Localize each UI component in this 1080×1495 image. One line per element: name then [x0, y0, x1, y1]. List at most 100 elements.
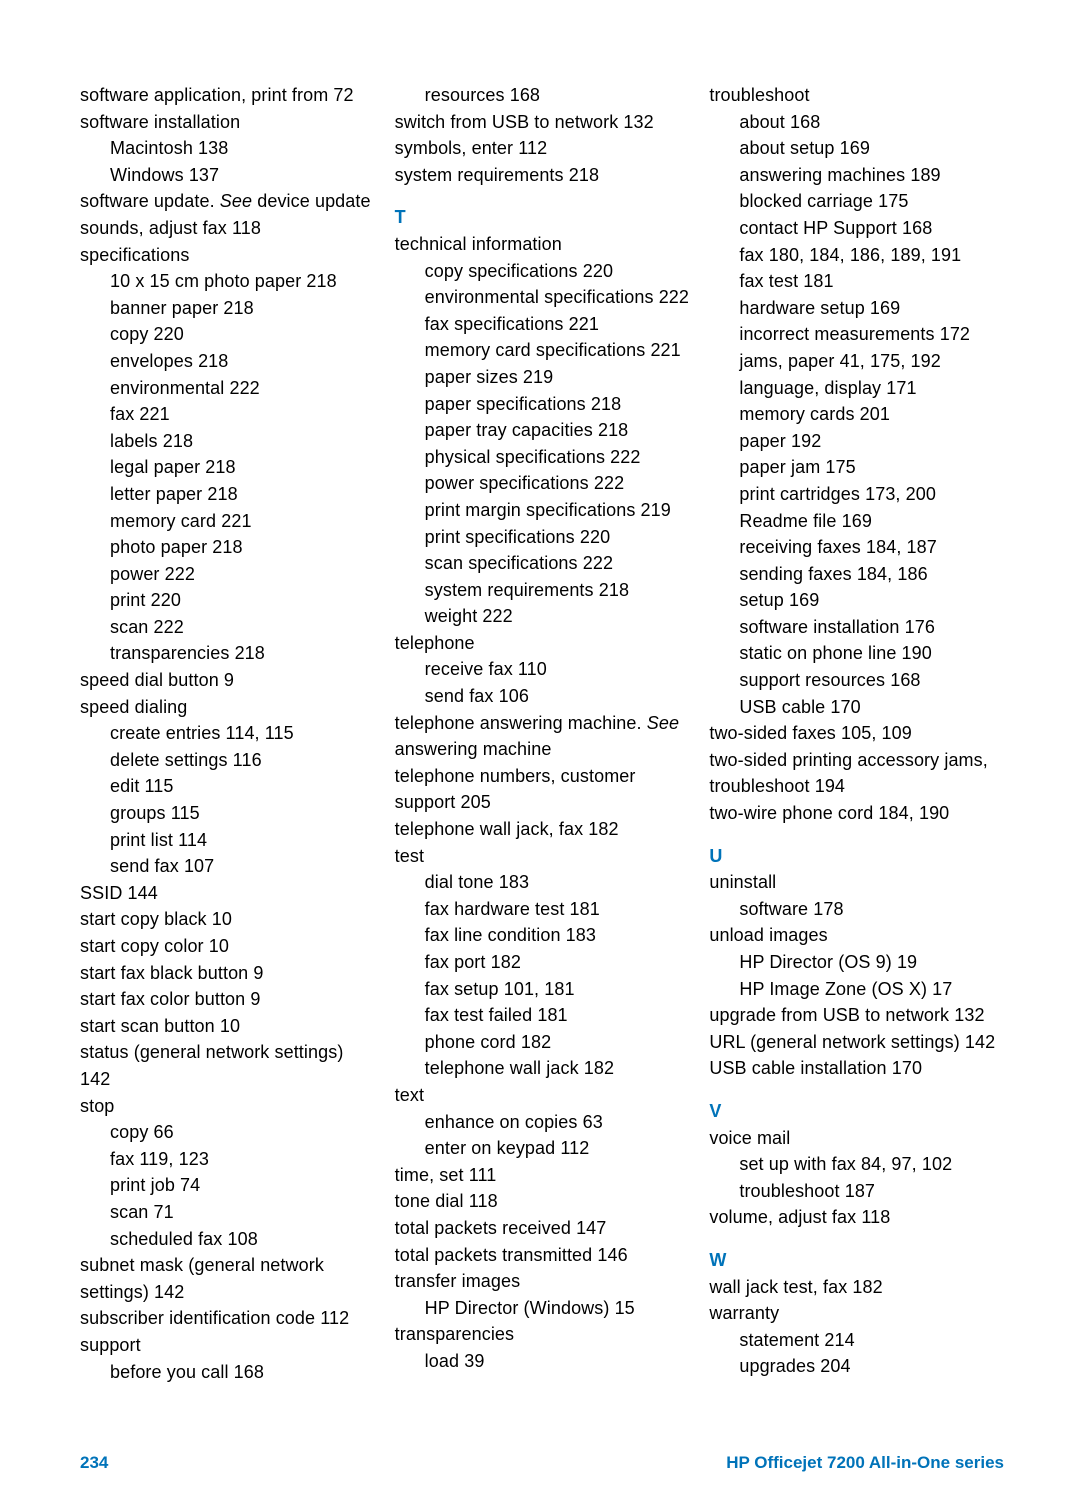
index-entry: support: [80, 1332, 375, 1359]
index-entry: URL (general network settings) 142: [709, 1029, 1004, 1056]
index-entry: print list 114: [80, 827, 375, 854]
section-letter: T: [395, 204, 690, 231]
index-entry: fax test 181: [709, 268, 1004, 295]
index-entry: about setup 169: [709, 135, 1004, 162]
index-entry: edit 115: [80, 773, 375, 800]
index-entry: unload images: [709, 922, 1004, 949]
index-entry: dial tone 183: [395, 869, 690, 896]
index-entry: troubleshoot: [709, 82, 1004, 109]
index-entry: upgrade from USB to network 132: [709, 1002, 1004, 1029]
index-entry: start copy color 10: [80, 933, 375, 960]
index-entry: telephone: [395, 630, 690, 657]
index-entry: copy 220: [80, 321, 375, 348]
index-entry: fax line condition 183: [395, 922, 690, 949]
page-footer: 234 HP Officejet 7200 All-in-One series: [0, 1453, 1080, 1473]
index-entry: system requirements 218: [395, 577, 690, 604]
index-entry: memory card specifications 221: [395, 337, 690, 364]
index-entry: static on phone line 190: [709, 640, 1004, 667]
index-entry: Windows 137: [80, 162, 375, 189]
index-entry: about 168: [709, 109, 1004, 136]
index-entry: paper tray capacities 218: [395, 417, 690, 444]
index-entry: send fax 106: [395, 683, 690, 710]
index-entry: start fax color button 9: [80, 986, 375, 1013]
index-entry: print specifications 220: [395, 524, 690, 551]
index-entry: upgrades 204: [709, 1353, 1004, 1380]
index-entry: print cartridges 173, 200: [709, 481, 1004, 508]
index-entry: blocked carriage 175: [709, 188, 1004, 215]
section-letter: W: [709, 1247, 1004, 1274]
index-entry: two-wire phone cord 184, 190: [709, 800, 1004, 827]
index-entry: incorrect measurements 172: [709, 321, 1004, 348]
index-entry: software installation 176: [709, 614, 1004, 641]
index-entry: copy 66: [80, 1119, 375, 1146]
index-entry: send fax 107: [80, 853, 375, 880]
index-entry: jams, paper 41, 175, 192: [709, 348, 1004, 375]
index-entry: fax hardware test 181: [395, 896, 690, 923]
index-entry: print job 74: [80, 1172, 375, 1199]
index-entry: receiving faxes 184, 187: [709, 534, 1004, 561]
index-entry: software application, print from 72: [80, 82, 375, 109]
index-entry: telephone wall jack, fax 182: [395, 816, 690, 843]
index-entry: copy specifications 220: [395, 258, 690, 285]
index-entry: status (general network settings) 142: [80, 1039, 375, 1092]
index-entry: paper 192: [709, 428, 1004, 455]
index-entry: scan 222: [80, 614, 375, 641]
index-entry: fax 119, 123: [80, 1146, 375, 1173]
index-entry: fax specifications 221: [395, 311, 690, 338]
index-entry: subnet mask (general network settings) 1…: [80, 1252, 375, 1305]
index-entry: specifications: [80, 242, 375, 269]
index-entry: fax 221: [80, 401, 375, 428]
index-entry: power specifications 222: [395, 470, 690, 497]
index-entry: HP Director (Windows) 15: [395, 1295, 690, 1322]
section-letter: V: [709, 1098, 1004, 1125]
index-entry: technical information: [395, 231, 690, 258]
index-entry: tone dial 118: [395, 1188, 690, 1215]
index-entry: set up with fax 84, 97, 102: [709, 1151, 1004, 1178]
index-entry: fax test failed 181: [395, 1002, 690, 1029]
index-entry: uninstall: [709, 869, 1004, 896]
index-entry: Readme file 169: [709, 508, 1004, 535]
index-entry: phone cord 182: [395, 1029, 690, 1056]
index-entry: USB cable 170: [709, 694, 1004, 721]
index-entry: print 220: [80, 587, 375, 614]
index-entry: print margin specifications 219: [395, 497, 690, 524]
index-entry: enter on keypad 112: [395, 1135, 690, 1162]
index-entry: paper jam 175: [709, 454, 1004, 481]
index-page: software application, print from 72 softw…: [0, 0, 1080, 1385]
index-entry: paper specifications 218: [395, 391, 690, 418]
index-entry: SSID 144: [80, 880, 375, 907]
index-entry: volume, adjust fax 118: [709, 1204, 1004, 1231]
index-entry: system requirements 218: [395, 162, 690, 189]
index-entry: receive fax 110: [395, 656, 690, 683]
index-entry: telephone wall jack 182: [395, 1055, 690, 1082]
index-entry: groups 115: [80, 800, 375, 827]
index-entry: transparencies: [395, 1321, 690, 1348]
index-entry: enhance on copies 63: [395, 1109, 690, 1136]
index-entry: fax 180, 184, 186, 189, 191: [709, 242, 1004, 269]
index-entry: fax port 182: [395, 949, 690, 976]
index-entry: Macintosh 138: [80, 135, 375, 162]
index-entry: USB cable installation 170: [709, 1055, 1004, 1082]
index-entry: memory card 221: [80, 508, 375, 535]
index-entry: power 222: [80, 561, 375, 588]
index-entry: before you call 168: [80, 1359, 375, 1386]
index-column-2: resources 168switch from USB to network …: [395, 82, 690, 1385]
index-entry: total packets transmitted 146: [395, 1242, 690, 1269]
index-entry: start fax black button 9: [80, 960, 375, 987]
index-entry: sounds, adjust fax 118: [80, 215, 375, 242]
index-column-1: software application, print from 72 softw…: [80, 82, 375, 1385]
index-entry: stop: [80, 1093, 375, 1120]
index-entry: banner paper 218: [80, 295, 375, 322]
index-entry: time, set 111: [395, 1162, 690, 1189]
index-entry: transfer images: [395, 1268, 690, 1295]
index-entry: support resources 168: [709, 667, 1004, 694]
index-entry: hardware setup 169: [709, 295, 1004, 322]
index-entry: weight 222: [395, 603, 690, 630]
index-entry: create entries 114, 115: [80, 720, 375, 747]
index-entry: scheduled fax 108: [80, 1226, 375, 1253]
index-entry: sending faxes 184, 186: [709, 561, 1004, 588]
index-entry: photo paper 218: [80, 534, 375, 561]
index-entry: envelopes 218: [80, 348, 375, 375]
index-entry: software update. See device update: [80, 188, 375, 215]
index-entry: telephone numbers, customer support 205: [395, 763, 690, 816]
